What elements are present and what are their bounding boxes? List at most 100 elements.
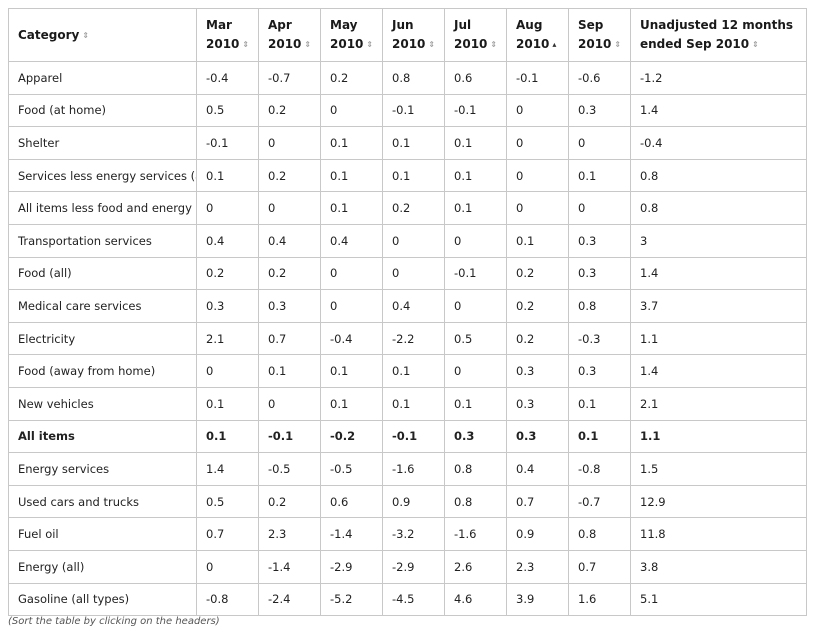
table-row: Food (all) 0.2 0.2 0 0 -0.1 0.2 0.3 1.4 xyxy=(8,256,807,291)
column-header-label: Mar xyxy=(206,18,232,32)
value-cell: 0.1 xyxy=(382,354,445,388)
value-cell: 0.3 xyxy=(568,256,631,291)
value-cell: 0.1 xyxy=(196,158,259,193)
column-header-7[interactable]: Sep 2010 ⇕ xyxy=(568,8,631,62)
table-row: Food (away from home) 0 0.1 0.1 0.1 0 0.3 0.3 1.… xyxy=(8,354,807,388)
category-cell: All items less food and energy xyxy=(8,191,197,225)
value-cell: -0.6 xyxy=(568,61,631,95)
value-cell: 0.3 xyxy=(568,354,631,388)
sort-both-icon[interactable]: ⇕ xyxy=(242,40,250,49)
value-cell: 0.3 xyxy=(196,289,259,323)
value-cell: 0.1 xyxy=(258,354,321,388)
sort-both-icon[interactable]: ⇕ xyxy=(304,40,312,49)
value-cell: 0.2 xyxy=(506,289,569,323)
value-cell: 0.3 xyxy=(506,386,569,421)
value-cell: 3 xyxy=(630,223,807,258)
value-cell: -0.7 xyxy=(568,484,631,519)
value-cell: -1.4 xyxy=(320,517,383,551)
column-header-6[interactable]: Aug 2010 ▴ xyxy=(506,8,569,62)
value-cell: 0.1 xyxy=(382,158,445,193)
column-header-2[interactable]: Apr 2010 ⇕ xyxy=(258,8,321,62)
category-cell: Medical care services xyxy=(8,289,197,323)
value-cell: 0 xyxy=(444,289,507,323)
value-cell: 0.7 xyxy=(258,321,321,356)
category-cell: Gasoline (all types) xyxy=(8,582,197,617)
column-header-text: 2010 xyxy=(516,37,550,51)
value-cell: 0.7 xyxy=(196,517,259,551)
column-header-label: Jul xyxy=(454,18,472,32)
sort-both-icon[interactable]: ⇕ xyxy=(752,40,759,49)
value-cell: 0.5 xyxy=(196,93,259,128)
value-cell: 0.2 xyxy=(320,61,383,95)
column-header-text: 2010 xyxy=(578,37,612,51)
value-cell: 0 xyxy=(320,256,383,291)
column-header-0[interactable]: Category ⇕ xyxy=(8,8,197,62)
value-cell: 0.5 xyxy=(196,484,259,519)
sort-both-icon[interactable]: ⇕ xyxy=(614,40,622,49)
value-cell: 0.1 xyxy=(196,386,259,421)
value-cell: 1.6 xyxy=(568,582,631,617)
value-cell: -0.1 xyxy=(382,93,445,128)
table-row: Electricity 2.1 0.7 -0.4 -2.2 0.5 0.2 -0.3 1.1 xyxy=(8,321,807,356)
column-header-3[interactable]: May 2010 ⇕ xyxy=(320,8,383,62)
value-cell: 0.9 xyxy=(382,484,445,519)
column-header-1[interactable]: Mar 2010 ⇕ xyxy=(196,8,259,62)
column-header-label: May xyxy=(330,18,358,32)
column-header-label: Jun xyxy=(392,18,414,32)
column-header-label: 2010 ⇕ xyxy=(578,35,621,54)
value-cell: 0 xyxy=(320,289,383,323)
table-row: Medical care services 0.3 0.3 0 0.4 0 0.2 0.8 3.… xyxy=(8,289,807,323)
column-header-4[interactable]: Jun 2010 ⇕ xyxy=(382,8,445,62)
table-container: Category ⇕ Mar 2010 ⇕ Apr 2010 ⇕ May 2010 ⇕ Jun 2010… xyxy=(8,8,807,617)
value-cell: 0.8 xyxy=(630,191,807,225)
value-cell: 0.7 xyxy=(506,484,569,519)
column-header-8[interactable]: Unadjusted 12 months ended Sep 2010 ⇕ xyxy=(630,8,807,62)
value-cell: -3.2 xyxy=(382,517,445,551)
sort-ascending-icon[interactable]: ▴ xyxy=(552,40,557,49)
value-cell: -0.1 xyxy=(444,93,507,128)
value-cell: 0.6 xyxy=(444,61,507,95)
value-cell: 0.2 xyxy=(506,256,569,291)
column-header-5[interactable]: Jul 2010 ⇕ xyxy=(444,8,507,62)
value-cell: -1.6 xyxy=(382,452,445,486)
value-cell: -0.4 xyxy=(630,126,807,160)
value-cell: 0.8 xyxy=(568,517,631,551)
table-row: Used cars and trucks 0.5 0.2 0.6 0.9 0.8 0.7 -0… xyxy=(8,484,807,519)
value-cell: 0.9 xyxy=(506,517,569,551)
value-cell: 3.8 xyxy=(630,549,807,584)
column-header-text: 2010 xyxy=(454,37,488,51)
column-header-text: Category xyxy=(18,27,80,42)
sort-both-icon[interactable]: ⇕ xyxy=(428,40,436,49)
category-cell: Shelter xyxy=(8,126,197,160)
column-header-label: ended Sep 2010 ⇕ xyxy=(640,35,797,54)
table-row: Services less energy services (all) 0.1 0.… xyxy=(8,158,807,193)
column-header-text: 2010 xyxy=(330,37,364,51)
value-cell: 1.4 xyxy=(196,452,259,486)
value-cell: 0 xyxy=(506,158,569,193)
sort-both-icon[interactable]: ⇕ xyxy=(490,40,498,49)
table-row: Apparel -0.4 -0.7 0.2 0.8 0.6 -0.1 -0.6 -1.2 xyxy=(8,61,807,95)
category-cell: Electricity xyxy=(8,321,197,356)
cpi-table: Category ⇕ Mar 2010 ⇕ Apr 2010 ⇕ May 2010 ⇕ Jun 2010… xyxy=(8,8,807,617)
category-cell: Energy services xyxy=(8,452,197,486)
category-cell: Apparel xyxy=(8,61,197,95)
value-cell: -0.8 xyxy=(568,452,631,486)
value-cell: 2.1 xyxy=(630,386,807,421)
category-cell: All items xyxy=(8,419,197,454)
column-header-label: 2010 ▴ xyxy=(516,35,559,54)
value-cell: 0.1 xyxy=(568,158,631,193)
table-row: All items less food and energy 0 0 0.1 0.2 0.… xyxy=(8,191,807,225)
value-cell: -0.5 xyxy=(320,452,383,486)
value-cell: -1.2 xyxy=(630,61,807,95)
value-cell: 0.5 xyxy=(444,321,507,356)
value-cell: 0.2 xyxy=(196,256,259,291)
column-header-label: 2010 ⇕ xyxy=(454,35,497,54)
value-cell: 0 xyxy=(506,93,569,128)
value-cell: 0.1 xyxy=(382,386,445,421)
value-cell: -2.9 xyxy=(382,549,445,584)
sort-both-icon[interactable]: ⇕ xyxy=(366,40,374,49)
value-cell: 1.1 xyxy=(630,321,807,356)
value-cell: 0.8 xyxy=(382,61,445,95)
sort-both-icon[interactable]: ⇕ xyxy=(82,30,90,40)
value-cell: -5.2 xyxy=(320,582,383,617)
